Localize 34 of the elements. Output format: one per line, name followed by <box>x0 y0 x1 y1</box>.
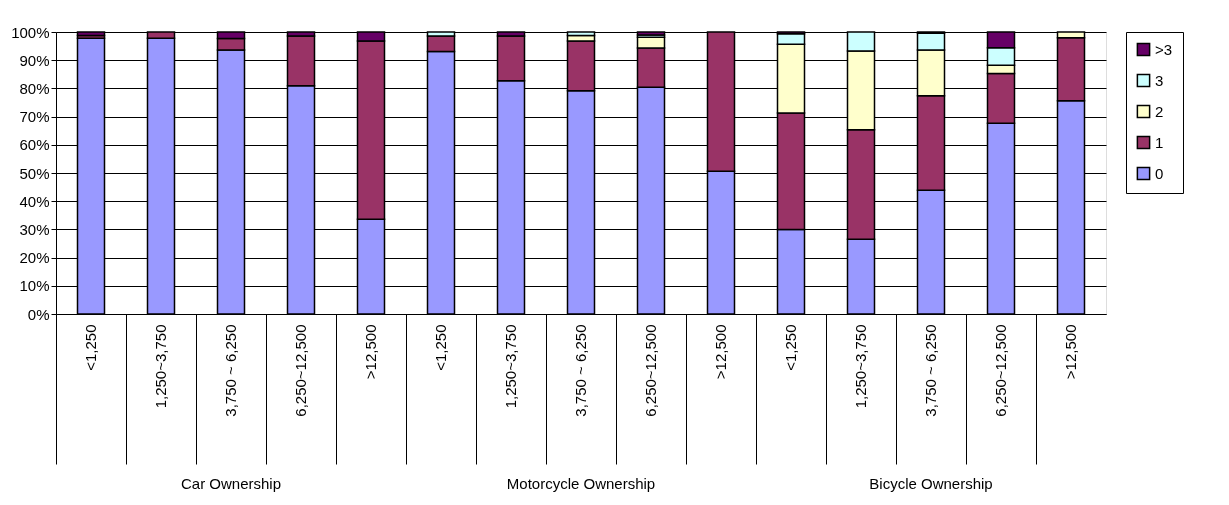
y-tick-label: 50% <box>19 164 50 182</box>
x-tick-label: 1,250~3,750 <box>152 324 169 409</box>
y-tick-label: 30% <box>19 220 50 238</box>
x-tick-label: 1,250~3,750 <box>852 324 869 409</box>
y-tick-label: 10% <box>19 277 50 295</box>
x-tick-label: <1,250 <box>782 324 799 371</box>
legend-label: 1 <box>1155 133 1164 151</box>
legend-label: 2 <box>1155 102 1164 120</box>
x-tick-label: 3,750 ~ 6,250 <box>222 324 239 417</box>
y-tick-label: 70% <box>19 108 50 126</box>
x-tick-label: 3,750 ~ 6,250 <box>572 324 589 417</box>
y-tick-label: 40% <box>19 192 50 210</box>
y-tick-label: 80% <box>19 79 50 97</box>
text: Car Ownership <box>180 475 282 492</box>
x-tick-label: >12,500 <box>362 324 379 380</box>
x-tick-label: 6,250~12,500 <box>292 324 309 417</box>
y-tick-label: 90% <box>19 51 50 69</box>
y-tick-label: 0% <box>27 305 50 323</box>
x-tick-label: <1,250 <box>432 324 449 371</box>
x-tick-label: <1,250 <box>82 324 99 371</box>
y-tick-label: 60% <box>19 136 50 154</box>
legend-label: 3 <box>1155 71 1164 89</box>
legend-label: >3 <box>1155 40 1173 58</box>
text: Bicycle Ownership <box>869 475 993 492</box>
x-tick-label: 1,250~3,750 <box>502 324 519 409</box>
x-tick-label: 3,750 ~ 6,250 <box>922 324 939 417</box>
legend-label: 0 <box>1155 164 1164 182</box>
x-tick-label: 6,250~12,500 <box>642 324 659 417</box>
text: Motorcycle Ownership <box>506 475 656 492</box>
x-tick-label: 6,250~12,500 <box>992 324 1009 417</box>
x-tick-label: >12,500 <box>712 324 729 380</box>
y-tick-label: 20% <box>19 249 50 267</box>
y-tick-label: 100% <box>11 23 50 41</box>
x-tick-label: >12,500 <box>1062 324 1079 380</box>
